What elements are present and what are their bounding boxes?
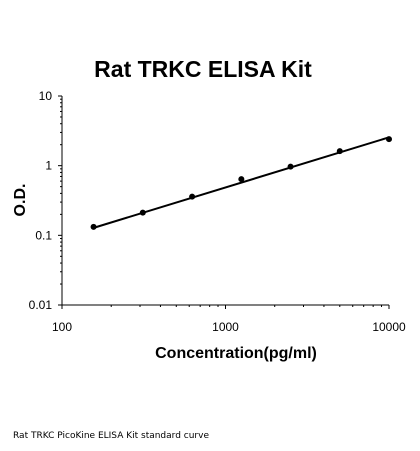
x-tick-label: 100: [52, 320, 72, 334]
data-point: [238, 176, 245, 183]
y-tick-label: 0.01: [29, 298, 53, 312]
y-tick-label: 10: [39, 89, 53, 103]
trend-line: [93, 136, 390, 229]
x-axis-label: Concentration(pg/ml): [155, 345, 317, 362]
data-point: [287, 163, 294, 170]
figure-caption: Rat TRKC PicoKine ELISA Kit standard cur…: [13, 431, 209, 441]
plot-area: 0.01 0.1 1 10 100 1000 10000: [29, 89, 406, 334]
data-point: [189, 193, 196, 200]
data-point: [139, 209, 146, 216]
x-tick-label: 1000: [212, 320, 239, 334]
y-tick-label: 1: [45, 159, 52, 173]
chart-title: Rat TRKC ELISA Kit: [94, 56, 312, 82]
data-point: [386, 136, 392, 143]
x-tick-label: 10000: [372, 320, 406, 334]
data-point: [90, 223, 97, 230]
data-point: [336, 148, 343, 155]
y-tick-label: 0.1: [35, 228, 52, 242]
y-axis-label: O.D.: [12, 184, 29, 217]
